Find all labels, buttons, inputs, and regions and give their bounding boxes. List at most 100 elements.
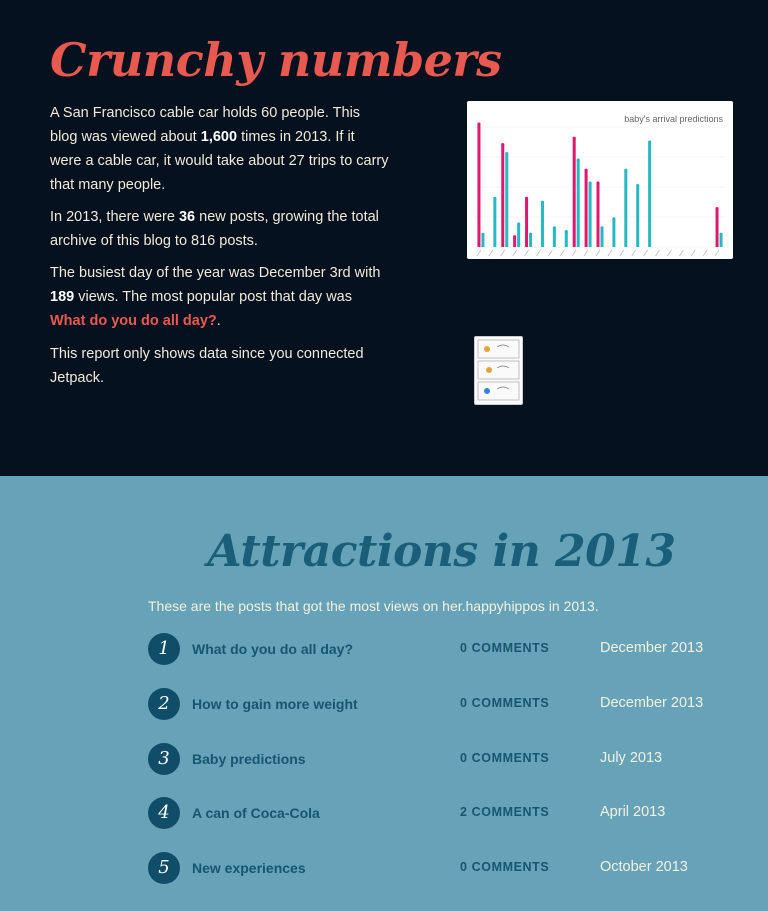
chart-tick [583, 249, 589, 257]
chart-point [564, 230, 568, 234]
rank-badge: 3 [148, 743, 180, 775]
chart-tick [714, 249, 720, 257]
chart-x-ticks [476, 249, 720, 257]
comments-count: 2 COMMENTS [460, 805, 550, 819]
p2-text-b: new posts, growing the total archive of … [50, 209, 379, 249]
chart-point [715, 207, 719, 211]
chart-tick [667, 249, 672, 257]
cable-car-paragraph: A San Francisco cable car holds 60 peopl… [50, 101, 390, 197]
chart-bar [517, 223, 521, 247]
post-title-link[interactable]: A can of Coca-Cola [192, 805, 320, 821]
rank-badge: 2 [148, 688, 180, 720]
chart-bar [600, 227, 604, 247]
chart-point [505, 151, 509, 156]
top-post-row: 2 How to gain more weight 0 COMMENTS Dec… [148, 688, 748, 722]
post-date: April 2013 [600, 804, 666, 820]
chart-tick [643, 249, 648, 257]
top-post-row: 4 A can of Coca-Cola 2 COMMENTS April 20… [148, 797, 748, 831]
post-date: December 2013 [600, 695, 704, 711]
chart-bar [529, 234, 533, 247]
chart-point [572, 136, 576, 140]
p1-text-a: A San Francisco cable car holds 60 peopl… [50, 105, 361, 145]
chart-point [648, 140, 652, 144]
chart-bar [540, 202, 544, 247]
post-title-link[interactable]: New experiences [192, 860, 306, 876]
post-date: December 2013 [600, 640, 704, 656]
crunchy-numbers-title: Crunchy numbers [50, 33, 502, 87]
chart-tick [655, 249, 660, 257]
comic-thumbnail-image[interactable] [474, 336, 523, 405]
post-title-link[interactable]: What do you do all day? [192, 641, 353, 657]
chart-tick [512, 249, 517, 257]
chart-tick [536, 249, 541, 257]
p3-text-b: views. The most popular post that day wa… [74, 289, 352, 305]
jetpack-note: This report only shows data since you co… [50, 346, 364, 386]
top-post-row: 1 What do you do all day? 0 COMMENTS Dec… [148, 633, 748, 667]
attractions-section [0, 476, 768, 911]
chart-bar [552, 227, 556, 247]
chart-bar [596, 183, 600, 247]
chart-grid [475, 126, 725, 248]
chart-point [588, 181, 592, 185]
busiest-day-paragraph: The busiest day of the year was December… [50, 261, 390, 333]
p3-text-c: . [216, 313, 221, 329]
chart-tick [679, 249, 684, 257]
rank-badge: 5 [148, 852, 180, 884]
top-post-row: 3 Baby predictions 0 COMMENTS July 2013 [148, 743, 748, 777]
chart-point [477, 122, 481, 126]
predictions-chart-image[interactable]: baby's arrival predictions [467, 101, 733, 259]
chart-bar [501, 144, 505, 247]
chart-tick [559, 249, 565, 257]
chart-tick [500, 249, 506, 257]
chart-title: baby's arrival predictions [624, 114, 723, 124]
chart-tick [619, 249, 625, 257]
chart-point [612, 217, 616, 221]
chart-point [513, 235, 517, 239]
chart-tick [595, 249, 601, 257]
comments-count: 0 COMMENTS [460, 641, 550, 655]
rank-badge: 4 [148, 797, 180, 829]
views-count: 1,600 [200, 129, 238, 145]
post-date: October 2013 [600, 859, 688, 875]
chart-bar [715, 208, 719, 247]
chart-tick [571, 249, 577, 257]
post-title-link[interactable]: Baby predictions [192, 751, 306, 767]
chart-bar [525, 198, 529, 247]
chart-point [552, 226, 556, 230]
chart-bar [505, 153, 509, 247]
chart-point [576, 158, 580, 162]
post-date: July 2013 [600, 750, 663, 766]
comic-thumbnail-art [477, 339, 520, 401]
attractions-intro: These are the posts that got the most vi… [148, 598, 599, 614]
chart-bar [588, 183, 592, 247]
post-title-link[interactable]: How to gain more weight [192, 696, 358, 712]
chart-tick [702, 249, 708, 257]
new-posts-count: 36 [178, 209, 196, 225]
p2-text-a: In 2013, there were [50, 209, 179, 225]
chart-tick [548, 249, 553, 257]
chart-tick [488, 249, 494, 257]
chart-point [600, 226, 604, 230]
chart-bar [564, 231, 568, 247]
p1-text-b: times in 2013. If it were a cable car, i… [50, 129, 389, 193]
chart-bar [624, 170, 628, 247]
chart-bar [636, 185, 640, 247]
chart-tick [476, 249, 482, 257]
predictions-chart: baby's arrival predictions [475, 114, 725, 257]
chart-point [501, 143, 505, 147]
posts-paragraph: In 2013, there were 36 new posts, growin… [50, 205, 390, 253]
chart-tick [524, 249, 529, 257]
chart-bar [648, 142, 652, 247]
top-post-row: 5 New experiences 0 COMMENTS October 201… [148, 852, 748, 886]
chart-point [540, 200, 545, 204]
chart-bar [493, 198, 497, 247]
chart-bars [477, 122, 723, 247]
chart-point [481, 232, 485, 236]
chart-point [596, 181, 600, 185]
chart-bar [481, 234, 485, 247]
p3-text-a: The busiest day of the year was December… [50, 265, 381, 281]
chart-point [493, 196, 497, 200]
chart-point [624, 168, 628, 172]
popular-post-link[interactable]: What do you do all day? [50, 313, 217, 329]
chart-point [528, 232, 533, 236]
